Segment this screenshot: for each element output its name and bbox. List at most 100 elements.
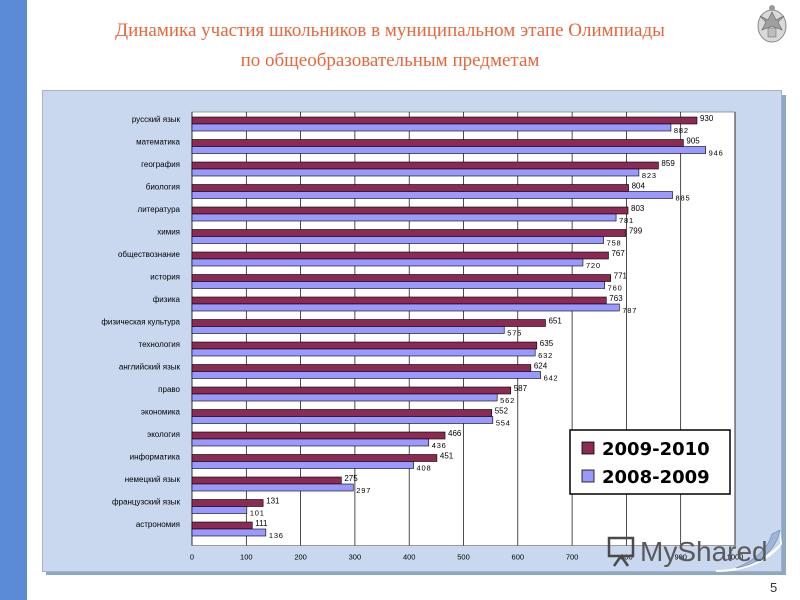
presentation-icon	[607, 536, 635, 567]
x-tick-label: 100	[240, 553, 253, 562]
category-label: русский язык	[132, 115, 181, 124]
bar	[191, 348, 536, 357]
data-label: 758	[607, 239, 622, 248]
legend-label: 2009-2010	[602, 439, 710, 460]
bar	[191, 461, 414, 469]
bar	[191, 364, 532, 372]
data-label: 803	[631, 204, 645, 213]
data-label: 720	[586, 261, 601, 270]
bar	[191, 326, 505, 334]
category-label: физика	[153, 295, 181, 304]
bar	[191, 296, 607, 305]
bar	[191, 506, 248, 514]
x-tick-label: 400	[403, 553, 416, 562]
data-label: 823	[642, 171, 657, 180]
x-tick-label: 0	[190, 553, 194, 562]
x-tick-label: 700	[566, 553, 579, 562]
data-label: 787	[622, 306, 637, 315]
data-label: 562	[500, 396, 515, 405]
left-accent-bar	[0, 0, 27, 600]
bar	[191, 521, 253, 530]
data-label: 905	[686, 137, 700, 146]
category-label: литература	[138, 205, 181, 214]
legend-label: 2008-2009	[602, 467, 710, 488]
bar	[191, 416, 494, 424]
category-label: география	[141, 160, 180, 169]
data-label: 552	[495, 407, 509, 416]
data-label: 554	[496, 419, 511, 428]
bar	[191, 454, 438, 462]
bar	[191, 303, 620, 312]
bar	[191, 123, 672, 132]
data-label: 131	[266, 497, 280, 506]
bar	[191, 161, 659, 170]
data-label: 885	[676, 194, 691, 203]
data-label: 101	[250, 509, 265, 518]
bar	[191, 184, 629, 192]
bar	[191, 213, 617, 222]
bar-chart: 0 100 200 300 400 500 600 700 800 900 1000русский …	[101, 111, 744, 562]
data-label: 767	[611, 249, 625, 258]
data-label: 436	[432, 441, 447, 450]
bar	[191, 371, 541, 379]
category-label: французский язык	[112, 498, 180, 507]
category-label: химия	[157, 228, 180, 237]
bar	[191, 116, 698, 125]
page-number: 5	[770, 580, 778, 595]
bar	[191, 476, 342, 485]
category-label: экология	[147, 430, 180, 439]
data-label: 275	[344, 474, 358, 483]
category-label: математика	[136, 138, 180, 147]
bar	[191, 229, 627, 237]
data-label: 651	[548, 317, 562, 326]
x-tick-label: 500	[457, 553, 470, 562]
category-label: информатика	[130, 453, 181, 462]
bar	[191, 483, 354, 492]
category-label: астрономия	[136, 520, 180, 529]
legend-swatch	[581, 469, 595, 483]
x-tick-label: 300	[349, 553, 362, 562]
slide-title: Динамика участия школьников в муниципаль…	[30, 16, 750, 76]
data-label: 882	[674, 126, 689, 135]
category-label: экономика	[141, 408, 181, 417]
bar	[191, 386, 512, 395]
bar	[191, 528, 267, 537]
bar	[191, 274, 611, 282]
legend-swatch	[581, 441, 595, 455]
category-label: физическая культура	[101, 318, 180, 327]
data-label: 136	[269, 531, 284, 540]
x-tick-label: 600	[512, 553, 525, 562]
bar	[191, 499, 264, 507]
title-line-1: Динамика участия школьников в муниципаль…	[115, 20, 665, 41]
data-label: 642	[544, 374, 559, 383]
data-label: 804	[632, 182, 646, 191]
data-label: 408	[417, 464, 432, 473]
data-label: 946	[709, 149, 724, 158]
coat-of-arms-icon	[757, 5, 787, 43]
category-label: право	[158, 385, 180, 394]
x-tick-label: 1000	[727, 553, 744, 562]
data-label: 587	[514, 384, 528, 393]
data-label: 781	[619, 216, 634, 225]
data-label: 451	[440, 452, 454, 461]
data-label: 635	[540, 339, 554, 348]
data-label: 930	[700, 114, 714, 123]
data-label: 799	[629, 227, 643, 236]
bar	[191, 393, 498, 402]
bar	[191, 431, 446, 440]
x-tick-label: 900	[674, 553, 687, 562]
bar	[191, 409, 493, 417]
bar	[191, 139, 684, 147]
data-label: 859	[661, 159, 675, 168]
data-label: 632	[538, 351, 553, 360]
legend-box	[569, 429, 731, 495]
bar	[191, 281, 605, 289]
data-label: 297	[356, 486, 371, 495]
category-label: технология	[139, 340, 180, 349]
title-line-2: по общеобразовательным предметам	[240, 50, 540, 71]
data-label: 111	[255, 519, 268, 528]
category-label: немецкий язык	[125, 475, 181, 484]
data-label: 771	[614, 272, 628, 281]
category-label: обществознание	[118, 250, 181, 259]
bar	[191, 206, 629, 215]
